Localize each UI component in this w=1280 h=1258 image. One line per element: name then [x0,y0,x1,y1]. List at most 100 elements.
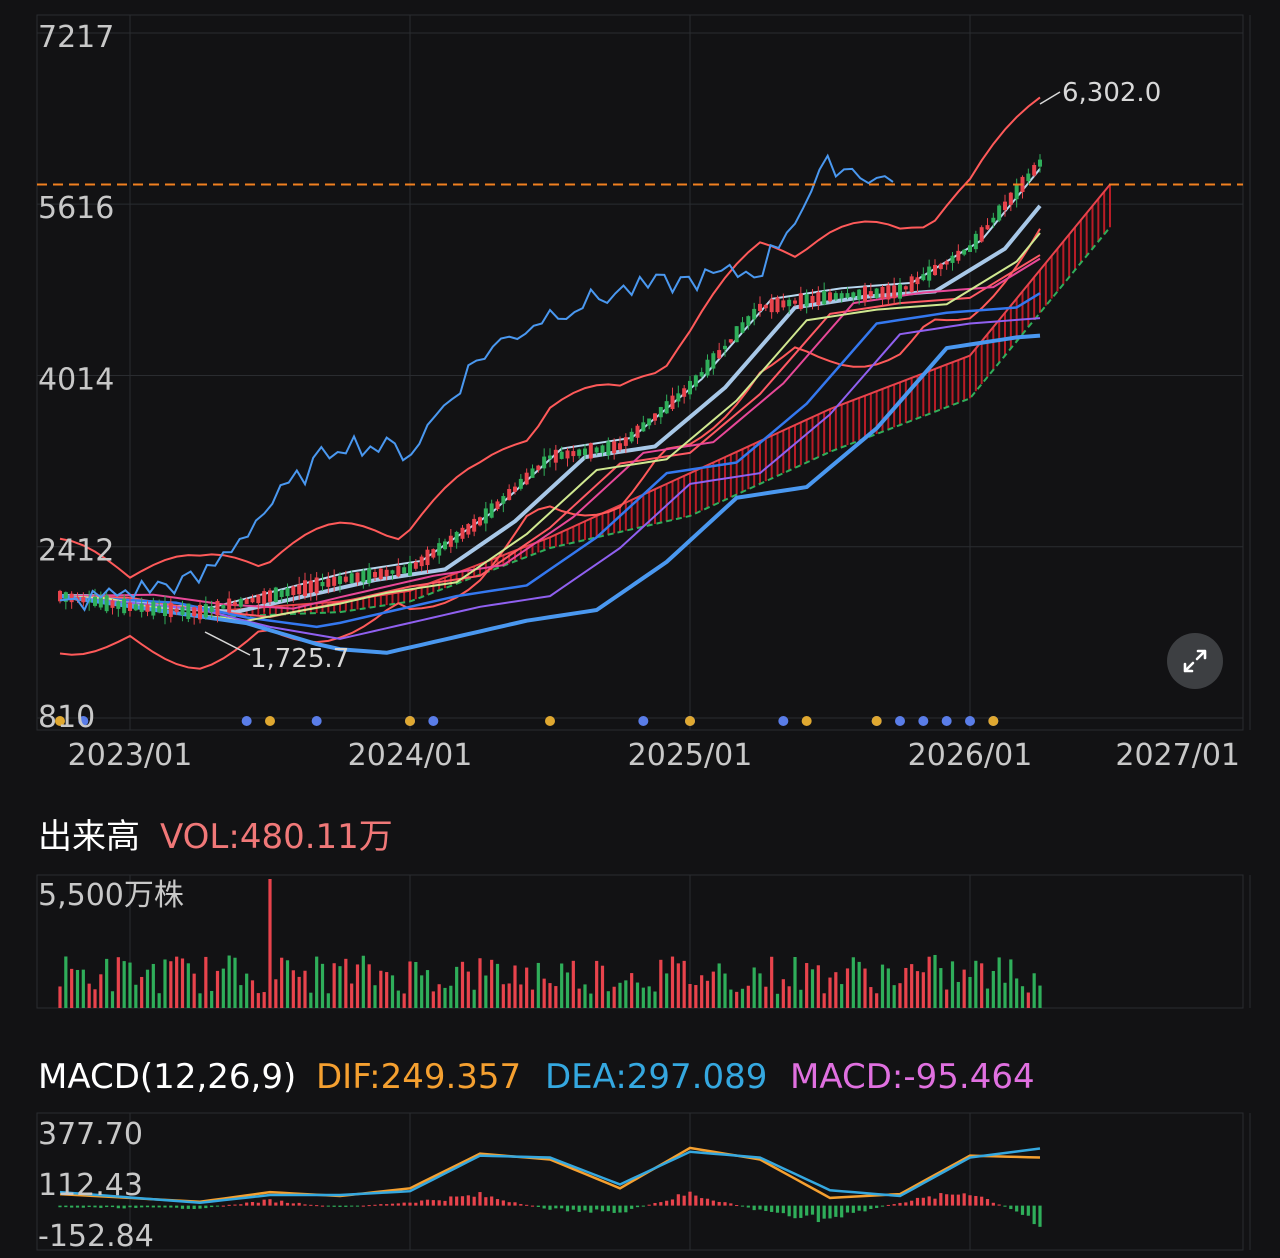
volume-bar [151,963,155,1008]
macd-histogram-bar [87,1205,91,1208]
macd-histogram-bar [915,1197,920,1206]
candle-body [915,277,920,285]
macd-histogram-bar [140,1205,144,1208]
x-tick-label: 2025/01 [628,738,753,773]
candle-body [705,359,710,376]
volume-bar [507,983,511,1008]
candle-body [308,580,313,593]
macd-histogram-bar [70,1205,74,1208]
macd-histogram-bar [449,1196,453,1206]
volume-bar [116,957,120,1008]
volume-bar [396,990,400,1008]
candle-body [268,590,272,602]
volume-bar [641,987,645,1008]
candle-body [804,294,809,307]
volume-bar [420,975,424,1008]
macd-histogram-bar [320,1205,325,1207]
candle-body [361,570,366,583]
macd-histogram-bar [770,1205,774,1212]
expand-chart-button[interactable] [1167,633,1223,689]
candle-body [408,563,412,576]
volume-bar [810,969,815,1008]
macd-histogram-bar [1038,1205,1042,1227]
macd-histogram-bar [758,1205,762,1210]
volume-bar [233,957,237,1008]
candle-body [857,289,862,300]
volume-bar [904,967,908,1008]
volume-bar [822,993,826,1008]
macd-histogram-bar [110,1205,115,1208]
volume-bar [985,988,990,1008]
candle-body [338,576,342,585]
candle-body [402,567,407,574]
volume-bar [484,975,488,1008]
macd-histogram-bar [221,1205,225,1207]
candle-body [565,450,570,459]
volume-bar [886,968,890,1008]
macd-histogram-bar [303,1204,307,1206]
candle-body [413,561,418,569]
volume-bar [367,964,371,1008]
macd-histogram-bar [665,1200,669,1206]
macd-histogram-bar [968,1195,972,1206]
volume-bar [670,956,675,1008]
volume-bar [764,986,768,1008]
candle-body [256,594,261,604]
macd-histogram-bar [688,1191,692,1206]
volume-bar [344,958,348,1008]
macd-histogram-bar [565,1205,570,1212]
macd-histogram-bar [595,1205,599,1210]
candle-body [647,418,652,426]
candle-body [699,372,704,377]
volume-bar [770,956,774,1008]
macd-histogram-bar [116,1205,120,1209]
macd-histogram-bar [799,1205,803,1218]
candle-body [1026,173,1031,182]
candle-body [676,393,681,402]
macd-dea-line [59,1147,1041,1204]
macd-histogram-bar [373,1204,377,1206]
volume-bar [70,968,74,1008]
macd-histogram-bar [227,1204,231,1206]
event-marker-gold [405,716,415,726]
volume-bar [1032,973,1036,1008]
candle-body [758,303,762,312]
volume-bar [414,961,418,1008]
volume-bar [192,973,196,1008]
volume-bar [227,955,231,1008]
volume-bar [729,989,733,1008]
candle-body [524,472,529,485]
macd-histogram-bar [93,1205,97,1208]
macd-histogram-bar [495,1199,500,1206]
candle-body [221,604,226,609]
macd-histogram-bar [420,1200,424,1206]
macd-histogram-bar [606,1205,610,1212]
macd-dif-value: DIF:249.357 [316,1057,521,1097]
candle-body [938,263,943,270]
event-marker-blue [241,716,252,726]
volume-bar [921,972,925,1008]
candle-body [956,250,961,261]
candle-body [163,602,167,617]
candle-body [133,604,138,611]
event-marker-blue [428,716,439,726]
candle-body [962,249,967,255]
macd-histogram-bar [215,1205,220,1207]
candle-body [378,568,383,580]
candle-body [1003,201,1007,211]
macd-histogram-bar [75,1205,80,1208]
candle-body [548,455,552,459]
macd-histogram-bar [519,1204,523,1206]
macd-histogram-bar [274,1202,278,1206]
volume-bar [933,954,937,1008]
volume-bar [536,962,540,1008]
macd-histogram-bar [939,1193,943,1206]
macd-histogram-bar [612,1205,616,1213]
macd-histogram-bar [554,1205,558,1209]
macd-histogram-bar [892,1204,896,1206]
event-marker-blue [778,716,789,726]
macd-histogram-bar [548,1205,552,1210]
low-price-label: 1,725.7 [250,644,349,674]
volume-bar [997,957,1001,1008]
macd-histogram-bar [431,1200,435,1206]
